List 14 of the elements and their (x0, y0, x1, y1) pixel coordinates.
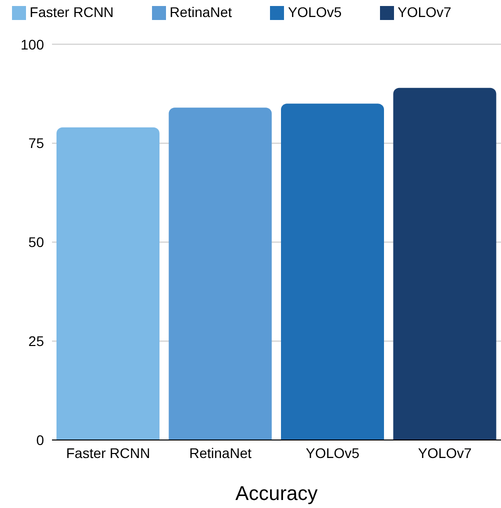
y-tick-label: 0 (36, 432, 44, 448)
x-tick-label: YOLOv5 (306, 444, 360, 461)
legend-label: YOLOv5 (288, 4, 342, 20)
y-tick-label: 50 (28, 234, 44, 250)
x-axis-title: Accuracy (235, 483, 318, 505)
x-tick-label: YOLOv7 (418, 444, 472, 461)
legend-label: RetinaNet (170, 4, 232, 20)
y-tick-label: 25 (28, 333, 44, 350)
y-tick-label: 75 (28, 135, 44, 152)
x-tick-label: RetinaNet (189, 444, 252, 461)
legend-label: Faster RCNN (30, 4, 114, 20)
x-tick-label: Faster RCNN (66, 444, 150, 461)
y-tick-label: 100 (20, 36, 44, 52)
legend-label: YOLOv7 (398, 4, 452, 20)
